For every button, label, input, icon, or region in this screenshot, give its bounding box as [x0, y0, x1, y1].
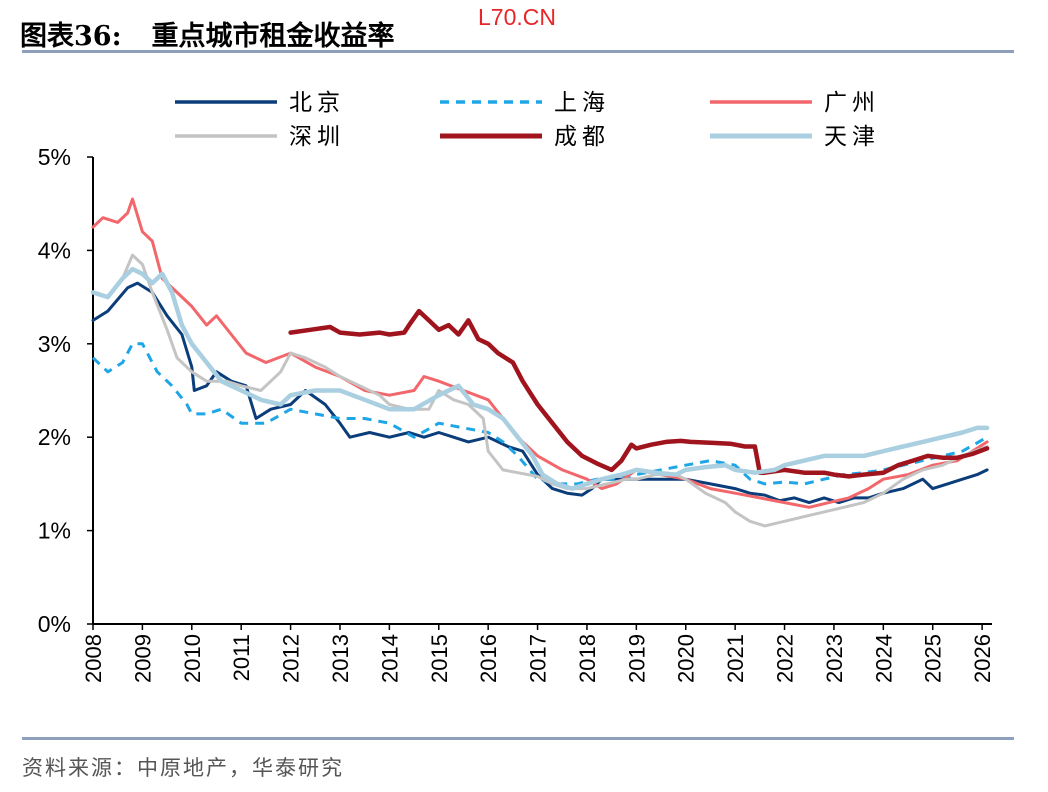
- x-axis: 2008 2009 2010 2011 2012 2013 2014 2015 2016 2017…: [81, 623, 995, 683]
- x-tick-label: 2026: [970, 634, 995, 683]
- x-tick-label: 2012: [279, 634, 304, 683]
- x-tick-label: 2015: [427, 634, 452, 683]
- x-tick-label: 2022: [773, 634, 798, 683]
- legend-label-广州: 广州: [824, 89, 880, 115]
- y-tick-label: 5%: [38, 144, 71, 170]
- x-tick-label: 2020: [674, 634, 699, 683]
- source-note: 资料来源：中原地产，华泰研究: [22, 756, 344, 780]
- title-text: 重点城市租金收益率: [151, 21, 395, 52]
- legend-label-深圳: 深圳: [289, 123, 345, 149]
- x-tick-label: 2009: [130, 634, 155, 683]
- series-line-成都: [288, 308, 990, 479]
- legend-label-北京: 北京: [289, 89, 345, 115]
- x-tick-label: 2021: [723, 634, 748, 683]
- y-tick-label: 4%: [38, 237, 71, 263]
- x-tick-label: 2017: [526, 634, 551, 683]
- x-tick-label: 2011: [229, 634, 254, 681]
- legend-label-上海: 上海: [554, 89, 610, 115]
- x-tick-label: 2019: [624, 634, 649, 683]
- x-tick-label: 2025: [921, 634, 946, 683]
- series-group: [90, 197, 990, 528]
- y-tick-label: 0%: [38, 611, 71, 637]
- x-tick-label: 2014: [377, 634, 402, 683]
- series-line-深圳: [91, 253, 989, 528]
- x-tick-label: 2023: [822, 634, 847, 683]
- y-axis: 0% 1% 2% 3% 4% 5%: [38, 144, 94, 637]
- y-tick-label: 2%: [38, 424, 71, 450]
- x-tick-label: 2016: [476, 634, 501, 683]
- top-divider: [22, 50, 1014, 53]
- legend-label-成都: 成都: [554, 123, 610, 149]
- chart-title: 图表36: 重点城市租金收益率: [20, 14, 395, 53]
- bottom-divider: [22, 737, 1014, 740]
- x-tick-label: 2010: [180, 634, 205, 683]
- series-line-广州: [91, 197, 989, 509]
- y-tick-label: 1%: [38, 518, 71, 544]
- watermark: L70.CN: [478, 4, 556, 30]
- x-tick-label: 2018: [575, 634, 600, 683]
- x-tick-label: 2008: [81, 634, 106, 683]
- y-tick-label: 3%: [38, 331, 71, 357]
- series-line-天津: [90, 266, 990, 491]
- series-line-上海: [91, 342, 988, 486]
- series-line-北京: [91, 281, 989, 505]
- title-label: 图表36:: [20, 21, 122, 52]
- x-tick-label: 2013: [328, 634, 353, 683]
- legend-label-天津: 天津: [824, 123, 880, 149]
- x-tick-label: 2024: [871, 634, 896, 683]
